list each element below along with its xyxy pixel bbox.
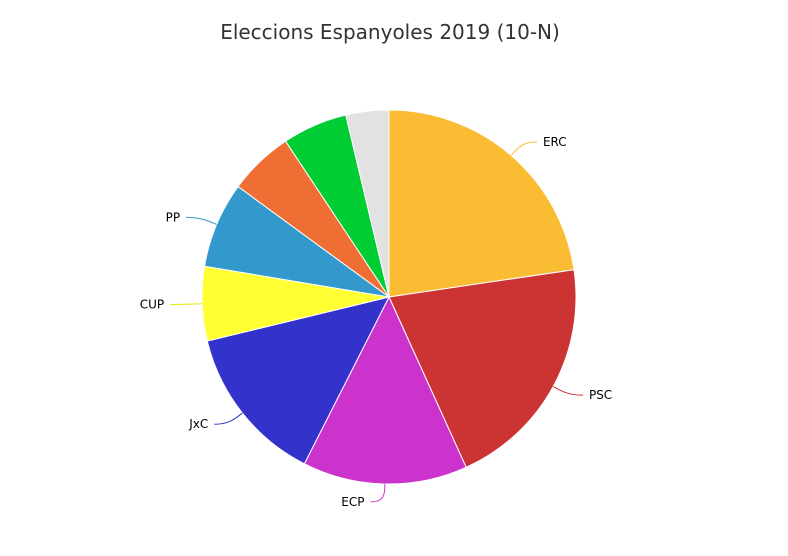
pie-label-jxc: JxC xyxy=(188,417,208,431)
pie-slice-ecp xyxy=(303,295,467,485)
pie-label-psc: PSC xyxy=(589,388,612,402)
pie-label-cup: CUP xyxy=(140,297,164,311)
pie-label-erc: ERC xyxy=(543,135,567,149)
pie-slice-unlabeled-8 xyxy=(345,109,390,298)
label-connector-pp xyxy=(186,216,217,225)
chart-title: Eleccions Espanyoles 2019 (10-N) xyxy=(220,20,560,44)
pie-slice-jxc xyxy=(206,296,390,465)
pie-slices xyxy=(201,109,577,485)
label-connector-cup xyxy=(170,303,203,305)
pie-label-pp: PP xyxy=(166,210,180,224)
pie-slice-erc xyxy=(388,109,575,298)
pie-slice-psc xyxy=(388,269,577,468)
pie-label-ecp: ECP xyxy=(341,495,364,509)
label-connector-erc xyxy=(510,141,537,156)
label-connector-psc xyxy=(552,386,583,396)
label-connector-jxc xyxy=(214,412,243,425)
pie-labels: ERC PSC ECP JxC CUP PP xyxy=(140,135,612,509)
label-connector-ecp xyxy=(370,483,386,503)
